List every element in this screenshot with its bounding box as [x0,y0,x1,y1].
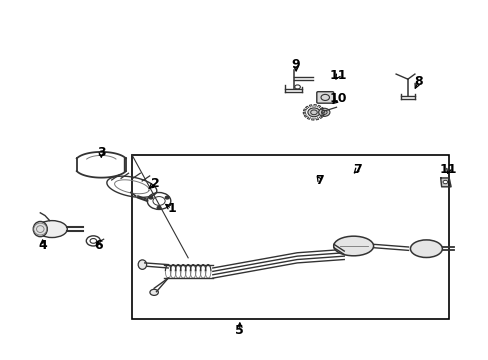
Text: 7: 7 [315,174,324,186]
Ellipse shape [333,236,373,256]
Circle shape [318,108,329,116]
Text: 6: 6 [95,239,103,252]
Ellipse shape [409,240,442,257]
Text: 11: 11 [329,69,346,82]
Text: 3: 3 [97,147,105,159]
Text: 7: 7 [352,163,361,176]
Text: 10: 10 [329,92,346,105]
Ellipse shape [37,221,67,238]
Ellipse shape [150,289,158,296]
FancyBboxPatch shape [316,92,333,103]
Circle shape [157,206,161,209]
Bar [132,155,448,319]
Text: 4: 4 [38,239,47,252]
Circle shape [165,196,169,199]
Circle shape [442,180,447,184]
Circle shape [307,108,320,117]
Text: 11: 11 [439,163,456,176]
Ellipse shape [138,260,146,269]
Text: 1: 1 [167,202,176,215]
Text: 5: 5 [235,324,244,337]
Circle shape [149,196,152,199]
Polygon shape [440,178,450,187]
Ellipse shape [33,221,47,237]
Text: 8: 8 [413,75,422,88]
Text: 9: 9 [291,58,300,71]
Text: 2: 2 [151,177,160,190]
